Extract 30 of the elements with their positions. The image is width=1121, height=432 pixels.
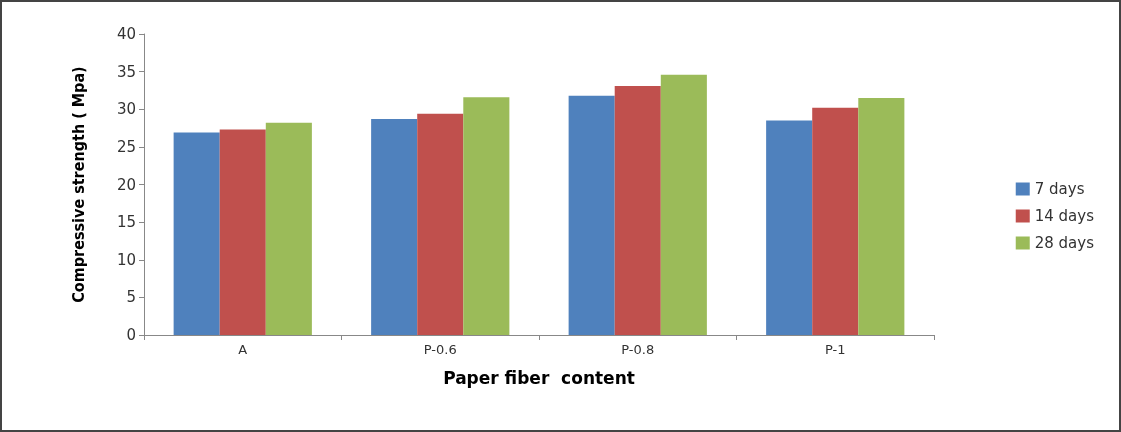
y-tick-label: 35 <box>116 62 136 81</box>
bar <box>766 120 813 335</box>
bar <box>568 95 615 335</box>
y-tick-label: 40 <box>116 25 136 43</box>
legend-label: 7 days <box>1034 180 1085 198</box>
x-tick-label: A <box>238 342 248 357</box>
x-tick-label: P-1 <box>824 342 846 357</box>
bar <box>265 122 312 335</box>
y-tick-label: 25 <box>116 137 136 156</box>
x-tick-label: P-0.6 <box>423 342 457 357</box>
bar <box>463 97 510 335</box>
bar <box>858 97 905 335</box>
bar <box>219 129 266 335</box>
legend-label: 28 days <box>1034 234 1095 252</box>
bar <box>660 74 707 335</box>
legend-label: 14 days <box>1034 207 1095 225</box>
y-tick-label: 0 <box>126 326 136 344</box>
y-tick-label: 30 <box>116 100 136 119</box>
bar <box>417 113 464 335</box>
bar <box>371 119 418 335</box>
y-tick-label: 15 <box>116 213 136 232</box>
y-tick-label: 20 <box>116 175 136 194</box>
y-axis-title: Compressive strength ( Mpa) <box>68 66 88 303</box>
x-tick-label: P-0.8 <box>621 342 655 357</box>
x-axis-title: Paper fiber content <box>443 367 635 388</box>
bar <box>812 107 859 335</box>
y-tick-label: 10 <box>116 250 136 269</box>
y-tick-label: 5 <box>126 288 136 307</box>
bar <box>173 132 220 335</box>
bar <box>614 85 661 335</box>
